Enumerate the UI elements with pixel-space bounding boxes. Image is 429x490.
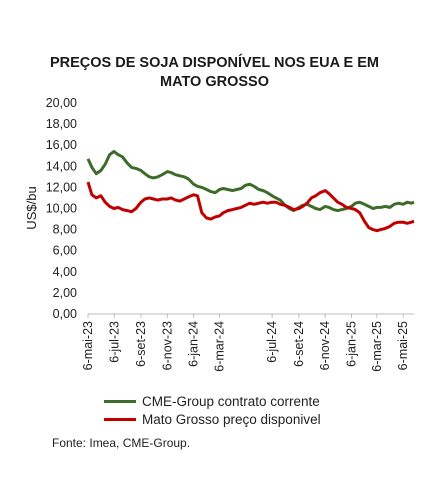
y-tick-label: 16,00 [46, 138, 77, 152]
y-tick-label: 10,00 [46, 202, 77, 216]
legend-swatch-cme [104, 399, 136, 403]
x-tick-label: 6-set-23 [134, 321, 148, 367]
x-tick-label: 6-mai-25 [396, 321, 410, 370]
y-tick-label: 8,00 [53, 223, 77, 237]
x-tick-label: 6-jan-25 [344, 321, 358, 367]
series-line-cme [86, 150, 415, 213]
y-axis-label: US$/bu [24, 186, 39, 229]
y-tick-label: 6,00 [53, 244, 77, 258]
x-tick-label: 6-jan-24 [187, 321, 201, 367]
x-axis-tick-labels: 6-mai-23 6-jul-23 6-set-23 6-nov-23 6-jan-24… [81, 314, 410, 372]
y-tick-label: 14,00 [46, 159, 77, 173]
y-tick-label: 20,00 [46, 96, 77, 110]
source-note: Fonte: Imea, CME-Group. [52, 436, 191, 450]
x-tick-label: 6-nov-24 [318, 321, 332, 370]
chart-title: PREÇOS DE SOJA DISPONÍVEL NOS EUA E EM M… [0, 54, 429, 92]
y-tick-label: 4,00 [53, 265, 77, 279]
legend-label-cme: CME-Group contrato corrente [142, 393, 320, 409]
y-tick-label: 18,00 [46, 117, 77, 131]
line-chart: 0,00 2,00 4,00 6,00 8,00 10,00 12,00 14,00 16,00… [24, 96, 415, 372]
x-tick-label: 6-mar-25 [370, 321, 384, 372]
y-tick-label: 2,00 [53, 286, 77, 300]
legend-swatch-mt [104, 417, 136, 421]
y-axis-tick-labels: 0,00 2,00 4,00 6,00 8,00 10,00 12,00 14,00 16,00… [46, 96, 77, 321]
series-line-mato-grosso [86, 181, 415, 233]
series-lines [86, 150, 415, 233]
legend-label-mt: Mato Grosso preço disponivel [142, 411, 321, 427]
legend-item-mt: Mato Grosso preço disponivel [104, 410, 321, 428]
chart-title-line2: MATO GROSSO [159, 74, 270, 90]
x-tick-label: 6-mar-24 [213, 321, 227, 372]
chart-title-line1: PREÇOS DE SOJA DISPONÍVEL NOS EUA E EM [49, 55, 379, 71]
y-tick-label: 0,00 [53, 307, 77, 321]
x-tick-label: 6-jul-24 [265, 321, 279, 363]
x-tick-label: 6-mai-23 [81, 321, 95, 370]
legend: CME-Group contrato corrente Mato Grosso … [104, 392, 321, 428]
legend-item-cme: CME-Group contrato corrente [104, 392, 321, 410]
x-tick-label: 6-set-24 [292, 321, 306, 367]
x-tick-label: 6-nov-23 [160, 321, 174, 370]
y-tick-label: 12,00 [46, 180, 77, 194]
x-tick-label: 6-jul-23 [107, 321, 121, 363]
